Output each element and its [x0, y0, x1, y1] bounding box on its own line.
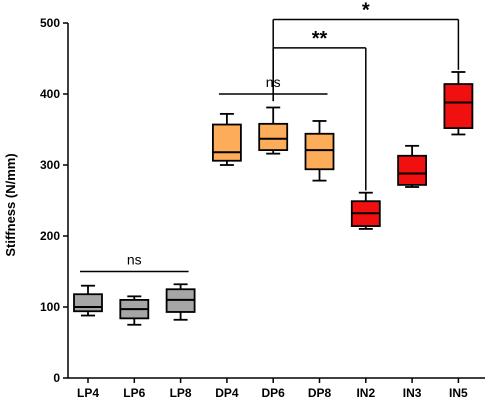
y-axis-title: Stiffness (N/mm) — [3, 153, 18, 256]
box-in2 — [350, 191, 381, 230]
box-lp6 — [119, 295, 150, 326]
x-tick-label: LP8 — [170, 386, 192, 400]
box-iqr — [73, 293, 103, 313]
plot-area — [73, 71, 474, 326]
box-in5 — [443, 71, 474, 136]
x-tick-label: IN3 — [403, 386, 422, 400]
box-iqr — [258, 122, 289, 151]
box-lp8 — [165, 283, 196, 321]
x-tick-label: IN5 — [449, 386, 468, 400]
box-iqr — [443, 83, 474, 129]
box-dp4 — [211, 112, 242, 166]
significance-label: ns — [127, 252, 142, 268]
annotation-dp6-in5: * — [272, 0, 460, 102]
x-tick-label: IN2 — [356, 386, 375, 400]
y-tick-label: 0 — [53, 371, 60, 385]
significance-label: * — [362, 0, 370, 21]
x-tick-label: LP6 — [123, 386, 145, 400]
x-axis: LP4 LP6 LP8 DP4 DP6 DP8 IN2 IN3 IN5 — [68, 377, 485, 400]
x-tick-label: DP4 — [215, 386, 239, 400]
significance-label: ** — [312, 28, 328, 50]
x-tick-label: DP6 — [262, 386, 286, 400]
box-in3 — [397, 144, 428, 188]
y-tick-label: 400 — [40, 87, 60, 101]
box-iqr — [304, 132, 335, 171]
box-dp8 — [304, 120, 335, 182]
box-iqr — [211, 123, 242, 162]
box-lp4 — [73, 284, 103, 317]
x-tick-label: DP8 — [308, 386, 332, 400]
y-tick-label: 300 — [40, 158, 60, 172]
annotation-lp4-lp8: ns — [80, 252, 189, 273]
x-tick-label: LP4 — [77, 386, 99, 400]
box-dp6 — [258, 106, 289, 155]
y-tick-label: 500 — [40, 16, 60, 30]
y-axis: 0 100 200 300 400 500 — [40, 16, 69, 385]
box-iqr — [397, 154, 428, 186]
y-tick-label: 200 — [40, 229, 60, 243]
y-tick-label: 100 — [40, 300, 60, 314]
